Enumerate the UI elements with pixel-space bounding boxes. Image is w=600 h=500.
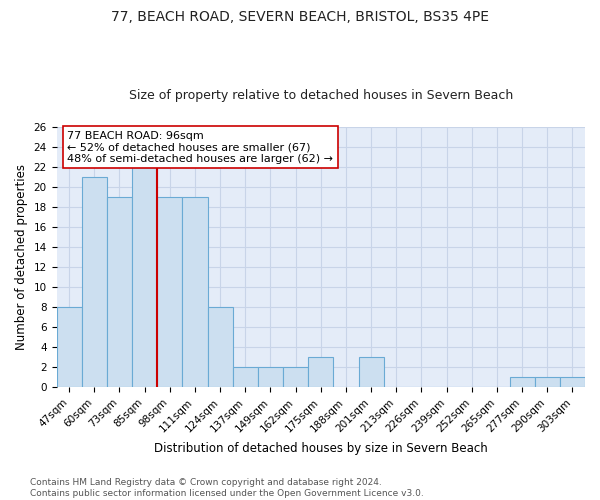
Text: 77 BEACH ROAD: 96sqm
← 52% of detached houses are smaller (67)
48% of semi-detac: 77 BEACH ROAD: 96sqm ← 52% of detached h… bbox=[67, 130, 333, 164]
Title: Size of property relative to detached houses in Severn Beach: Size of property relative to detached ho… bbox=[128, 89, 513, 102]
Bar bbox=[308, 357, 334, 387]
Bar bbox=[132, 167, 157, 387]
X-axis label: Distribution of detached houses by size in Severn Beach: Distribution of detached houses by size … bbox=[154, 442, 488, 455]
Bar bbox=[182, 197, 208, 387]
Bar bbox=[509, 377, 535, 387]
Bar bbox=[56, 307, 82, 387]
Text: 77, BEACH ROAD, SEVERN BEACH, BRISTOL, BS35 4PE: 77, BEACH ROAD, SEVERN BEACH, BRISTOL, B… bbox=[111, 10, 489, 24]
Text: Contains HM Land Registry data © Crown copyright and database right 2024.
Contai: Contains HM Land Registry data © Crown c… bbox=[30, 478, 424, 498]
Bar bbox=[560, 377, 585, 387]
Bar bbox=[233, 367, 258, 387]
Bar bbox=[283, 367, 308, 387]
Bar bbox=[359, 357, 383, 387]
Bar bbox=[157, 197, 182, 387]
Y-axis label: Number of detached properties: Number of detached properties bbox=[15, 164, 28, 350]
Bar bbox=[258, 367, 283, 387]
Bar bbox=[107, 197, 132, 387]
Bar bbox=[82, 177, 107, 387]
Bar bbox=[535, 377, 560, 387]
Bar bbox=[208, 307, 233, 387]
